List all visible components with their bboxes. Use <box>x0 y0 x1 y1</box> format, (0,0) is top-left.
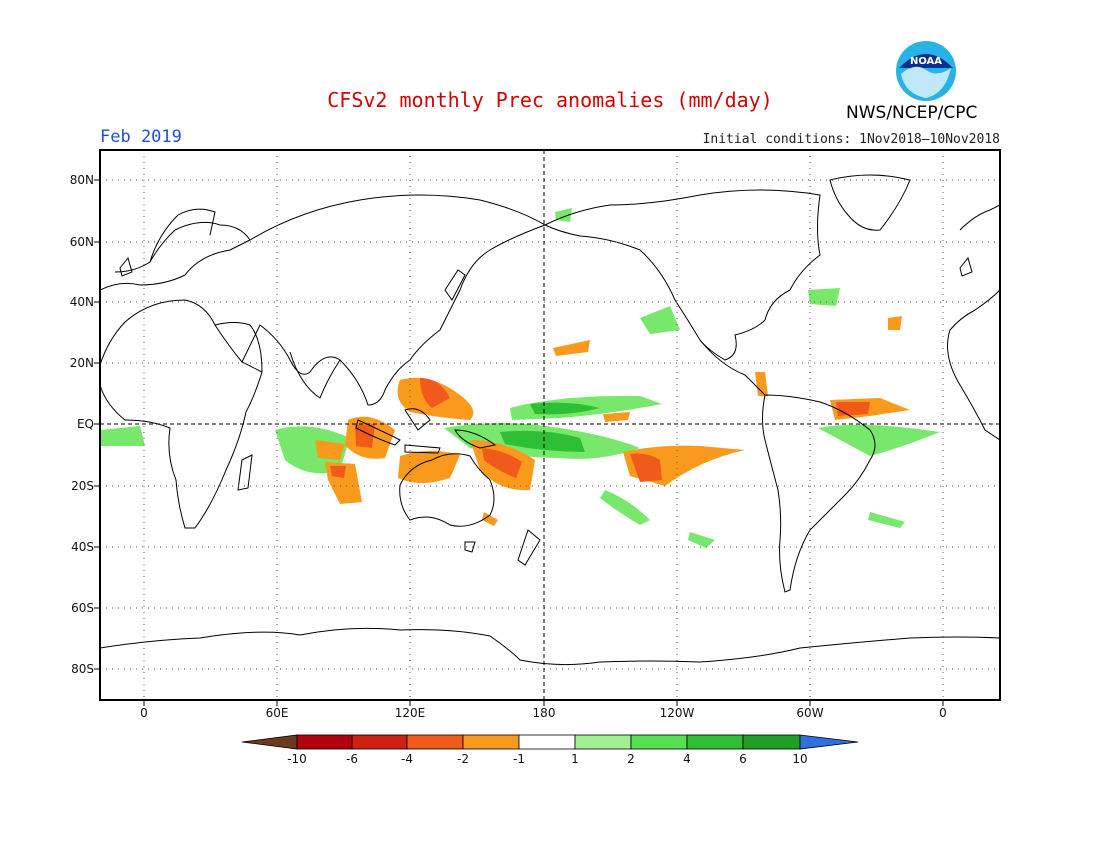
strong-dry-regions <box>330 378 870 482</box>
strong-wet-regions <box>500 402 600 452</box>
map-title: CFSv2 monthly Prec anomalies (mm/day) <box>327 88 773 112</box>
colorbar <box>241 734 859 750</box>
lat-label: 20S <box>71 479 94 493</box>
gridlines <box>100 150 1000 700</box>
colorbar-cell <box>241 734 298 750</box>
wet-anomaly-regions <box>100 208 940 548</box>
logo-text: NOAA <box>910 56 942 67</box>
lat-label: EQ <box>76 417 94 431</box>
noaa-logo-icon: NOAA <box>896 41 956 101</box>
colorbar-tick-label: -1 <box>513 752 525 766</box>
colorbar-tick-label: -2 <box>457 752 469 766</box>
colorbar-tick-label: -10 <box>287 752 307 766</box>
colorbar-cell <box>630 734 688 750</box>
colorbar-cell <box>296 734 353 750</box>
lon-label: 120W <box>659 706 695 720</box>
colorbar-tick-label: 4 <box>683 752 691 766</box>
colorbar-cell <box>518 734 576 750</box>
colorbar-cell <box>406 734 464 750</box>
lat-label: 40S <box>71 540 94 554</box>
lon-label: 60E <box>265 706 289 720</box>
initial-conditions: Initial conditions: 1Nov2018–10Nov2018 <box>702 132 1000 147</box>
lat-label: 20N <box>69 356 94 370</box>
colorbar-tick-label: -4 <box>401 752 413 766</box>
forecast-month: Feb 2019 <box>100 127 182 147</box>
lon-label: 120E <box>394 706 426 720</box>
lon-label: 180 <box>532 706 556 720</box>
tick-marks <box>94 179 944 706</box>
colorbar-tick-label: -6 <box>346 752 358 766</box>
colorbar-tick-label: 2 <box>627 752 635 766</box>
lon-label: 60W <box>796 706 824 720</box>
colorbar-cell <box>462 734 520 750</box>
organization-label: NWS/NCEP/CPC <box>846 103 978 123</box>
map-frame <box>99 149 1001 701</box>
lat-label: 80N <box>69 173 94 187</box>
colorbar-cell <box>742 734 801 750</box>
colorbar-cell <box>574 734 632 750</box>
colorbar-cell <box>351 734 408 750</box>
coastlines <box>100 174 1000 666</box>
lat-label: 60N <box>69 235 94 249</box>
equator-dateline <box>100 150 1000 700</box>
colorbar-tick-label: 6 <box>739 752 747 766</box>
colorbar-tick-label: 10 <box>792 752 808 766</box>
dry-anomaly-regions <box>315 316 910 526</box>
colorbar-cell <box>686 734 744 750</box>
lat-label: 80S <box>71 662 94 676</box>
lon-label: 0 <box>939 706 947 720</box>
colorbar-tick-label: 1 <box>571 752 579 766</box>
lat-label: 40N <box>69 295 94 309</box>
lat-label: 60S <box>71 601 94 615</box>
colorbar-cell <box>799 734 859 750</box>
lon-label: 0 <box>140 706 148 720</box>
